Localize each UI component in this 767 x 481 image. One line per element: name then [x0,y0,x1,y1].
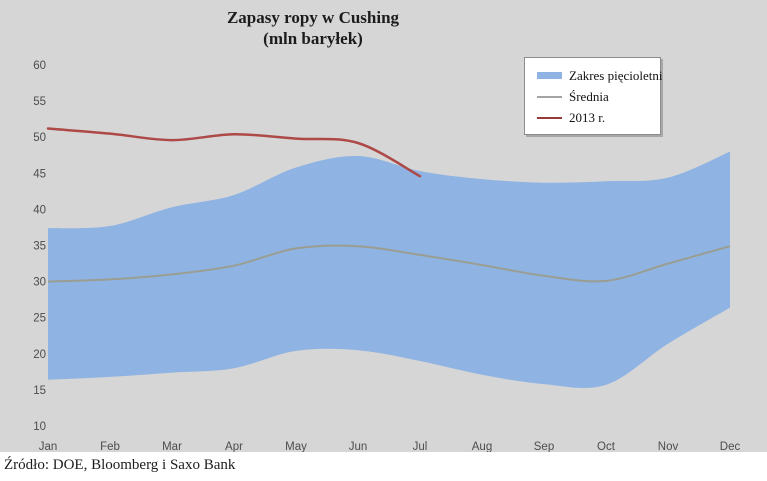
x-tick-label: Jan [39,441,58,452]
x-tick-label: Jul [413,441,428,452]
y-tick-label: 25 [33,313,46,325]
x-tick-label: Feb [100,441,120,452]
x-tick-label: Aug [472,441,492,452]
five-year-range-area [48,151,730,389]
x-tick-label: May [285,441,307,452]
chart-background: Zapasy ropy w Cushing (mln baryłek) 60 55… [0,0,767,452]
y-tick-label: 50 [33,132,46,144]
y-tick-label: 30 [33,277,46,289]
y-tick-label: 15 [33,385,46,397]
y-tick-label: 40 [33,204,46,216]
legend-item-average: Średnia [537,86,660,107]
y-tick-label: 55 [33,96,46,108]
x-tick-label: Dec [720,441,741,452]
x-tick-label: Sep [534,441,554,452]
x-tick-label: Nov [658,441,679,452]
y-tick-label: 20 [33,349,46,361]
average-line [47,244,731,283]
source-note: Źródło: DOE, Bloomberg i Saxo Bank [4,457,236,473]
legend-swatch-band-icon [537,72,562,79]
x-tick-label: Mar [162,441,182,452]
y-tick-label: 45 [33,168,46,180]
legend-item-2013: 2013 r. [537,107,660,128]
line-2013 [46,127,422,178]
x-tick-label: Oct [597,441,616,452]
x-tick-label: Jun [349,441,368,452]
legend: Zakres pięcioletni Średnia 2013 r. [524,57,663,135]
chart-title: Zapasy ropy w Cushing (mln baryłek) [227,7,399,49]
chart-title-line1: Zapasy ropy w Cushing [226,8,400,27]
y-tick-label: 60 [33,60,46,72]
source-footer: Źródło: DOE, Bloomberg i Saxo Bank [0,452,767,481]
chart-canvas: 60 55 50 45 40 35 30 25 20 15 10 Jan Feb Mar Apr May Jun… [33,60,741,452]
legend-label-five-year-range: Zakres pięcioletni [569,67,663,83]
y-tick-label: 35 [33,241,46,253]
chart-title-line2: (mln baryłek) [263,29,363,48]
legend-label-2013: 2013 r. [569,109,606,125]
legend-swatch-average-line-icon [537,95,562,98]
y-tick-label: 10 [33,421,46,433]
legend-label-average: Średnia [569,88,609,104]
legend-item-five-year-range: Zakres pięcioletni [537,65,663,86]
x-tick-label: Apr [225,441,243,452]
legend-swatch-2013-line-icon [537,116,562,119]
